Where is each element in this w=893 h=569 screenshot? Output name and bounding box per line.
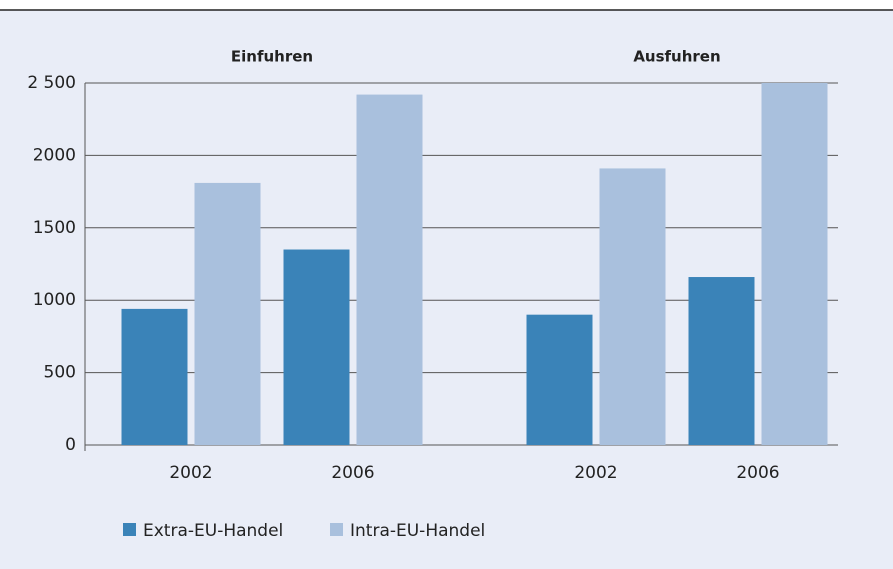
bar (194, 182, 261, 446)
group-title: Ausfuhren (633, 48, 720, 66)
bar (761, 83, 828, 445)
x-tick-label: 2002 (169, 463, 212, 483)
x-tick-label: 2002 (574, 463, 617, 483)
y-tick-label: 1000 (33, 290, 76, 310)
y-tick-label: 2 500 (27, 73, 76, 93)
bar (356, 94, 423, 446)
bar (283, 249, 350, 445)
bar (599, 168, 666, 445)
bar (688, 277, 755, 445)
x-tick-label: 2006 (736, 463, 779, 483)
legend-swatch (330, 523, 343, 536)
x-tick-label: 2006 (331, 463, 374, 483)
y-tick-label: 0 (65, 435, 76, 455)
legend-label: Intra-EU-Handel (350, 521, 485, 541)
legend-swatch (123, 523, 136, 536)
y-tick-label: 500 (44, 363, 76, 383)
bar (526, 314, 593, 445)
y-tick-label: 2000 (33, 145, 76, 165)
background (0, 10, 893, 569)
y-tick-label: 1500 (33, 218, 76, 238)
bar (121, 308, 188, 445)
legend-label: Extra-EU-Handel (143, 521, 283, 541)
group-title: Einfuhren (231, 48, 313, 66)
